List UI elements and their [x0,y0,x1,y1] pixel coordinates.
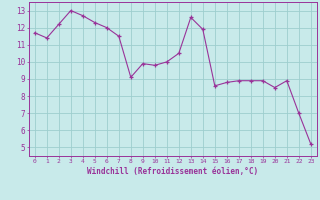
X-axis label: Windchill (Refroidissement éolien,°C): Windchill (Refroidissement éolien,°C) [87,167,258,176]
